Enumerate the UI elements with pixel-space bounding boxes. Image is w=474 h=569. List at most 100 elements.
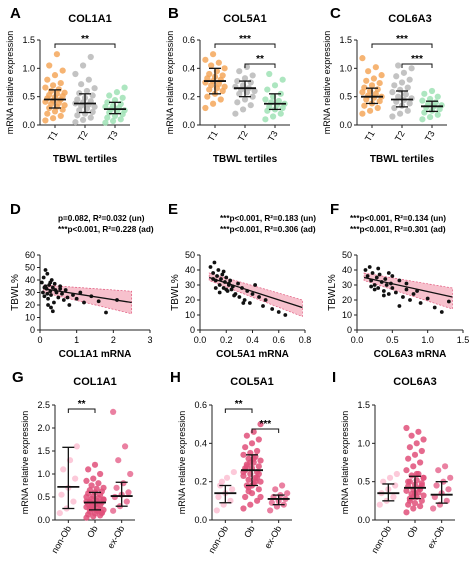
data-point — [374, 86, 381, 93]
data-point — [367, 265, 372, 269]
data-point — [95, 507, 102, 514]
significance-bracket — [251, 428, 280, 433]
data-point — [72, 119, 79, 126]
x-tick-label: T1 — [363, 129, 377, 143]
x-tick-label: ex-Ob — [425, 524, 446, 550]
panel-letter: G — [12, 369, 24, 386]
significance-bracket — [244, 63, 276, 68]
y-axis-label: mRNA relative expression — [20, 411, 30, 515]
data-point — [72, 475, 79, 482]
data-point — [267, 507, 274, 514]
data-point — [247, 501, 254, 508]
y-tick-label: 20 — [25, 300, 35, 310]
y-tick-label: 1.5 — [339, 35, 352, 45]
data-point — [218, 478, 226, 485]
data-point — [121, 443, 129, 450]
significance-label: *** — [259, 419, 271, 430]
data-point — [48, 87, 55, 95]
data-point — [255, 470, 262, 478]
data-point — [411, 500, 419, 507]
data-point — [376, 501, 383, 508]
data-point — [109, 117, 117, 125]
data-point — [67, 303, 72, 307]
x-tick-label: T3 — [266, 129, 280, 143]
x-tick-label: 3 — [147, 335, 152, 345]
x-tick-label: non-Ob — [49, 524, 73, 555]
data-point — [397, 304, 402, 308]
data-point — [127, 470, 134, 478]
data-point — [366, 107, 374, 114]
data-point — [381, 293, 386, 298]
panel-A: A 0.0 0.5 1.0 1.5 mRNA relative expression COL… — [5, 5, 130, 165]
y-axis-label: mRNA relative expression — [177, 411, 187, 515]
data-point — [91, 85, 98, 92]
data-point — [213, 286, 218, 290]
data-point — [421, 90, 428, 97]
data-point — [45, 291, 50, 296]
data-point — [264, 86, 271, 93]
data-point — [361, 102, 368, 109]
y-tick-label: 0.6 — [182, 35, 195, 45]
chart-title: COL5A1 — [223, 13, 266, 25]
significance-label: *** — [239, 34, 251, 45]
x-tick-label: T2 — [76, 129, 90, 143]
x-axis-label: TBWL tertiles — [53, 154, 118, 165]
data-point — [229, 287, 234, 292]
data-point — [236, 68, 243, 75]
data-point — [393, 73, 400, 80]
data-point — [90, 475, 97, 482]
significance-label: ** — [81, 34, 89, 45]
x-tick-label: 1 — [74, 335, 79, 345]
data-point — [376, 79, 383, 87]
y-tick-label: 0.5 — [22, 92, 35, 102]
x-tick-label: Ob — [85, 524, 100, 539]
data-point — [89, 108, 96, 116]
data-point — [83, 477, 90, 484]
data-point — [74, 96, 81, 103]
significance-label: *** — [411, 54, 423, 65]
data-point — [262, 116, 269, 123]
data-point — [240, 451, 247, 458]
data-point — [52, 300, 56, 305]
chart-title: COL6A3 — [388, 13, 431, 25]
data-point — [61, 298, 66, 302]
data-point — [78, 81, 85, 88]
data-point — [234, 99, 241, 106]
stat-annotation: ***p<0.001, R²=0.134 (un) — [350, 214, 446, 223]
data-point — [223, 474, 231, 481]
y-tick-label: 40 — [25, 275, 35, 285]
data-point — [400, 69, 408, 76]
data-point — [404, 281, 409, 286]
data-point — [58, 284, 63, 289]
data-point — [406, 100, 413, 107]
data-point — [396, 110, 404, 117]
data-point — [255, 436, 262, 443]
data-point — [278, 482, 286, 489]
data-point — [73, 443, 80, 450]
data-point — [413, 440, 420, 447]
data-point — [283, 313, 288, 317]
data-point — [398, 79, 406, 86]
data-point — [368, 82, 376, 89]
regression-line — [43, 288, 132, 304]
x-axis-label: COL6A3 mRNA — [374, 349, 447, 360]
data-point — [365, 274, 370, 278]
y-tick-label: 60 — [25, 250, 35, 260]
data-point — [247, 301, 252, 305]
regression-line — [363, 276, 453, 298]
significance-label: ** — [78, 399, 86, 410]
panel-letter: H — [170, 369, 181, 386]
panel-F: F 0 10 20 30 40 50 TBWL% 0.0 0.5 1.0 1.5 COL6A3 mRNA… — [327, 201, 469, 360]
data-point — [257, 457, 264, 464]
data-point — [365, 68, 372, 75]
y-tick-label: 1.0 — [37, 469, 50, 479]
data-point — [413, 470, 420, 478]
data-point — [359, 55, 366, 62]
significance-label: ** — [256, 54, 264, 65]
data-point — [386, 474, 394, 481]
data-point — [361, 84, 368, 91]
data-point — [447, 474, 454, 481]
data-point — [415, 428, 422, 435]
data-point — [240, 505, 247, 512]
data-point — [243, 432, 250, 439]
